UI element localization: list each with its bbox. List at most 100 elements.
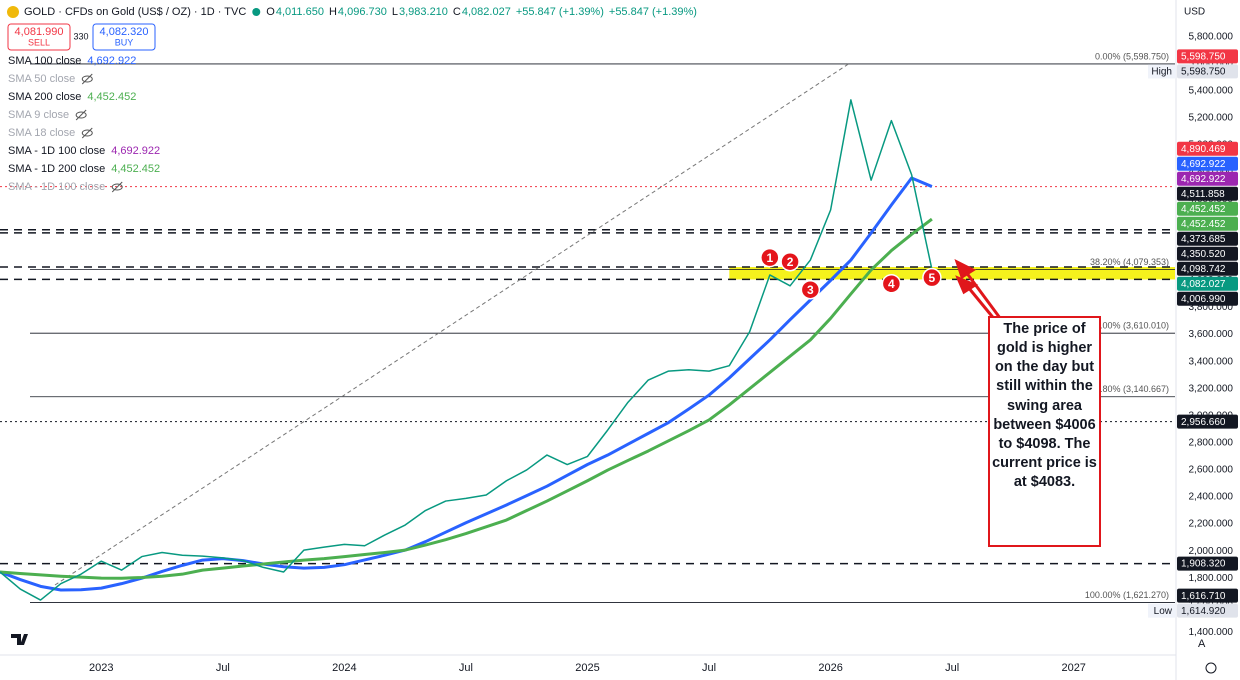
swing-marker — [760, 247, 780, 268]
arrow-shaft — [964, 271, 1002, 319]
y-tick-label: 3,400.000 — [1189, 356, 1234, 367]
y-tick-label: 1,800.000 — [1189, 573, 1234, 584]
indicator-legend: SMA 100 close 4,692.922 SMA 50 close SMA 20… — [8, 55, 160, 193]
price-tag — [1177, 64, 1238, 79]
sma-line — [0, 176, 933, 592]
price-tag-name: High — [1151, 67, 1172, 78]
header: GOLD · CFDs on Gold (US$ / OZ) · 1D · TV… — [7, 6, 697, 18]
y-tick-label: 5,400.000 — [1189, 85, 1234, 96]
price-tag-label: 5,598.750 — [1181, 67, 1226, 78]
hidden-icon — [111, 183, 123, 191]
spread: 330 — [73, 31, 88, 41]
price-tag-label: 4,452.452 — [1181, 219, 1226, 230]
indicator-name: SMA 18 close — [8, 127, 75, 139]
price-tag-name: Low — [1154, 606, 1173, 617]
swing-marker — [922, 267, 942, 288]
swing-marker — [800, 279, 821, 300]
price-tag — [1177, 216, 1238, 231]
swing-marker-label: 2 — [787, 255, 794, 269]
indicator-name: SMA - 1D 100 close — [8, 145, 105, 157]
x-tick-label: 2027 — [1061, 662, 1085, 674]
price-tag — [1177, 49, 1238, 64]
indicator-value: 4,692.922 — [111, 145, 160, 157]
price-tag — [1177, 603, 1238, 618]
price-tag-label: 4,692.922 — [1181, 174, 1226, 185]
swing-marker — [780, 251, 800, 272]
market-status — [252, 8, 261, 16]
price-tag-label: 2,956.660 — [1181, 417, 1226, 428]
price-tag — [1177, 171, 1238, 186]
price-tag — [1177, 261, 1238, 276]
y-tick-label: 2,000.000 — [1189, 546, 1234, 557]
ohlc-value: 4,011.650 — [276, 6, 324, 18]
indicator-name: SMA - 1D 200 close — [8, 163, 105, 175]
series-layer — [0, 99, 933, 601]
fib-trend-line — [54, 62, 851, 586]
swing-marker — [881, 274, 902, 294]
price-tag-label: 1,616.710 — [1181, 591, 1226, 602]
fib-label: 50.00% (3,610.010) — [1090, 321, 1169, 331]
buy-label: BUY — [115, 37, 134, 47]
y-tick-label: 5,800.000 — [1189, 31, 1234, 42]
ohlc-key: O — [266, 6, 275, 18]
settings-icon[interactable] — [1205, 662, 1217, 674]
symbol-title: GOLD · CFDs on Gold (US$ / OZ) · 1D · TV… — [24, 6, 246, 18]
x-tick-label: 2026 — [818, 662, 842, 674]
auto-scale-button[interactable]: A — [1198, 638, 1206, 650]
hidden-icon — [75, 111, 87, 119]
indicator-name: SMA 100 close — [8, 55, 81, 67]
indicator-name: SMA 9 close — [8, 109, 69, 121]
price-tag-label: 4,373.685 — [1181, 234, 1226, 245]
price-tag-label: 4,890.469 — [1181, 144, 1226, 155]
price-tag-label: 5,598.750 — [1181, 52, 1226, 63]
price-tag — [1177, 231, 1238, 246]
ohlc-value: 4,082.027 — [462, 6, 511, 18]
swing-marker-label: 5 — [929, 271, 936, 285]
price-tag-label: 4,511.858 — [1181, 189, 1225, 200]
ohlc-value: 4,096.730 — [338, 6, 387, 18]
price-line — [0, 99, 933, 601]
hidden-icon — [81, 75, 93, 83]
marker-layer: 1 23 4 5 — [760, 247, 942, 300]
indicator-value: 4,452.452 — [87, 91, 136, 103]
annotation-box: The price of gold is higher on the day b… — [988, 316, 1101, 547]
price-scale: 1,400.0001,600.0001,800.0002,000.0002,20… — [1175, 0, 1240, 680]
hidden-icon — [81, 129, 93, 137]
price-tag — [1177, 556, 1238, 571]
currency[interactable]: USD — [1184, 7, 1205, 18]
change: +55.847 (+1.39%) — [609, 6, 697, 18]
y-tick-label: 5,600.000 — [1189, 58, 1234, 69]
price-tag-label: 4,452.452 — [1181, 204, 1226, 215]
change: +55.847 (+1.39%) — [516, 6, 604, 18]
x-tick-label: Jul — [945, 662, 959, 674]
buy-button[interactable] — [92, 23, 156, 51]
price-tag — [1177, 291, 1238, 306]
symbol-icon — [7, 6, 19, 18]
x-tick-label: 2023 — [89, 662, 113, 674]
y-tick-label: 3,600.000 — [1189, 329, 1234, 340]
fib-label: 61.80% (3,140.667) — [1090, 384, 1169, 394]
indicator-value: 4,452.452 — [111, 163, 160, 175]
tv-logo — [11, 634, 28, 645]
sell-button[interactable] — [7, 23, 71, 51]
price-tag-label: 4,350.520 — [1181, 249, 1226, 260]
ohlc-key: L — [392, 6, 398, 18]
swing-marker-label: 4 — [888, 277, 895, 291]
price-tag — [1177, 201, 1238, 216]
y-tick-label: 2,600.000 — [1189, 465, 1234, 476]
price-tag — [1177, 414, 1238, 429]
y-tick-label: 2,400.000 — [1189, 492, 1234, 503]
ohlc-value: 3,983.210 — [399, 6, 448, 18]
x-tick-label: Jul — [216, 662, 230, 674]
price-tag-label: 4,098.742 — [1181, 264, 1226, 275]
price-tag-label: 1,614.920 — [1181, 606, 1226, 617]
trade-buttons: 4,081.990 SELL 330 4,082.320 BUY — [7, 23, 156, 51]
hidden-icon-slash — [81, 127, 93, 139]
sell-price: 4,081.990 — [15, 26, 64, 38]
hidden-icon-slash — [111, 181, 123, 193]
indicator-name: SMA - 1D 100 close — [8, 181, 105, 193]
price-tag — [1177, 276, 1238, 291]
price-tag-label: 4,006.990 — [1181, 294, 1226, 305]
